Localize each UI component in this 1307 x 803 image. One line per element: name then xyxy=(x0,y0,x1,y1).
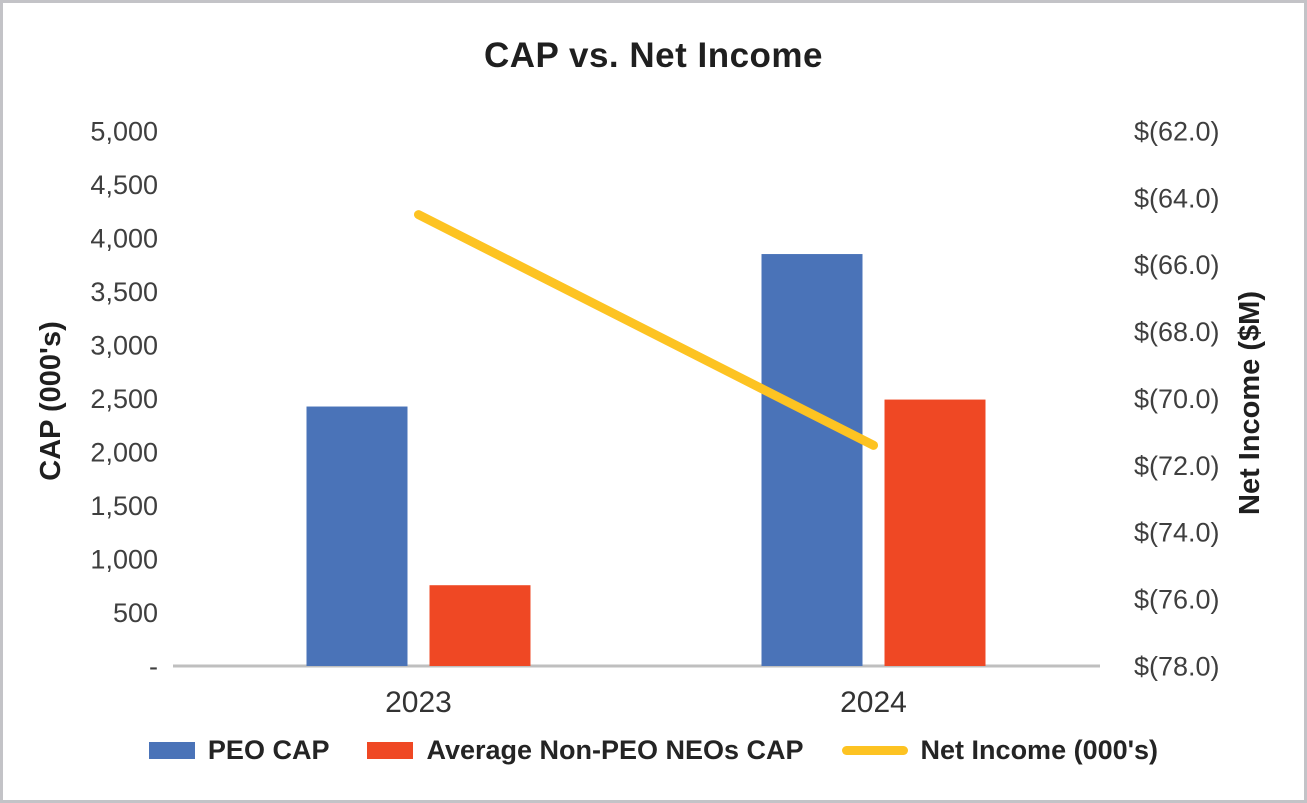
left-axis-tick-label: 1,000 xyxy=(90,544,158,574)
legend-label-non-peo-cap: Average Non-PEO NEOs CAP xyxy=(426,735,804,765)
left-axis-tick-label: 2,000 xyxy=(90,437,158,467)
right-axis-tick-label: $(62.0) xyxy=(1134,116,1220,146)
net-income-line xyxy=(414,210,878,450)
right-axis-tick-label: $(76.0) xyxy=(1134,585,1220,615)
right-axis-tick-label: $(78.0) xyxy=(1134,651,1220,681)
left-axis-tick-label: 1,500 xyxy=(90,491,158,521)
left-axis-tick-label: 5,000 xyxy=(90,116,158,146)
left-axis-tick-label: 500 xyxy=(113,598,158,628)
legend-item-non-peo-cap: Average Non-PEO NEOs CAP xyxy=(367,735,804,766)
left-axis-tick-label: 3,500 xyxy=(90,277,158,307)
legend-label-peo-cap: PEO CAP xyxy=(207,735,330,765)
left-axis-tick-label: 4,500 xyxy=(90,170,158,200)
legend: PEO CAP Average Non-PEO NEOs CAP Net Inc… xyxy=(3,735,1304,766)
legend-swatch-non-peo-cap xyxy=(367,742,414,759)
legend-swatch-peo-cap xyxy=(148,742,195,759)
left-axis-tick-label: 3,000 xyxy=(90,330,158,360)
legend-item-peo-cap: PEO CAP xyxy=(148,735,330,766)
right-axis-tick-label: $(74.0) xyxy=(1134,518,1220,548)
x-axis-category-label: 2023 xyxy=(385,686,452,719)
legend-swatch-net-income-line xyxy=(841,746,908,755)
bar-non-peo-cap-2024 xyxy=(884,399,986,666)
right-axis-tick-label: $(66.0) xyxy=(1134,250,1220,280)
right-axis-tick-label: $(64.0) xyxy=(1134,183,1220,213)
bar-peo-cap-2024 xyxy=(761,254,863,667)
legend-item-net-income: Net Income (000's) xyxy=(841,735,1159,766)
left-axis-tick-label: - xyxy=(149,651,158,681)
left-axis-tick-label: 4,000 xyxy=(90,223,158,253)
legend-label-net-income: Net Income (000's) xyxy=(920,735,1159,765)
bar-non-peo-cap-2023 xyxy=(429,585,531,666)
right-axis-tick-label: $(72.0) xyxy=(1134,451,1220,481)
bar-peo-cap-2023 xyxy=(306,406,408,666)
x-axis-category-label: 2024 xyxy=(840,686,907,719)
right-axis-tick-label: $(68.0) xyxy=(1134,317,1220,347)
right-axis-tick-label: $(70.0) xyxy=(1134,384,1220,414)
left-axis-tick-label: 2,500 xyxy=(90,384,158,414)
chart-title: CAP vs. Net Income xyxy=(483,36,824,75)
chart-plot-area: 5,000 4,500 4,000 3,500 3,000 2,500 2,000 1,500… xyxy=(90,116,1220,719)
